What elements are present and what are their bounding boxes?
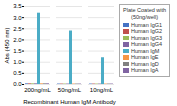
svg-text:1.5: 1.5 bbox=[13, 48, 22, 54]
svg-text:200ng/mL: 200ng/mL bbox=[24, 87, 51, 93]
html-text:Human IgA: Human IgA bbox=[131, 67, 159, 73]
svg-text:Recombinant Human IgM Antibody: Recombinant Human IgM Antibody bbox=[23, 99, 116, 105]
svg-text:3.5: 3.5 bbox=[13, 3, 22, 9]
html-text:Human IgD: Human IgD bbox=[131, 60, 159, 67]
svg-text:50ng/mL: 50ng/mL bbox=[58, 87, 82, 93]
svg-text:0.0: 0.0 bbox=[13, 81, 22, 87]
html-text:Human IgG1: Human IgG1 bbox=[131, 21, 163, 28]
svg-text:0.5: 0.5 bbox=[13, 70, 22, 76]
svg-text:2.5: 2.5 bbox=[13, 26, 22, 32]
svg-text:1.0: 1.0 bbox=[13, 59, 22, 65]
svg-text:Abs (450 nm): Abs (450 nm) bbox=[4, 27, 10, 63]
svg-text:10ng/mL: 10ng/mL bbox=[90, 87, 114, 93]
html-text:Human IgM: Human IgM bbox=[131, 47, 160, 54]
svg-text:3.0: 3.0 bbox=[13, 15, 22, 21]
html-text:Human IgG4: Human IgG4 bbox=[131, 41, 163, 47]
html-text:Human IgG2: Human IgG2 bbox=[131, 28, 163, 34]
svg-text:2.0: 2.0 bbox=[13, 37, 22, 43]
html-text:Human IgG3: Human IgG3 bbox=[131, 34, 163, 41]
html-text:Human IgE: Human IgE bbox=[131, 54, 159, 60]
html-text:Plate Coated with (50ng/well): Plate Coated with (50ng/well) bbox=[123, 7, 167, 20]
